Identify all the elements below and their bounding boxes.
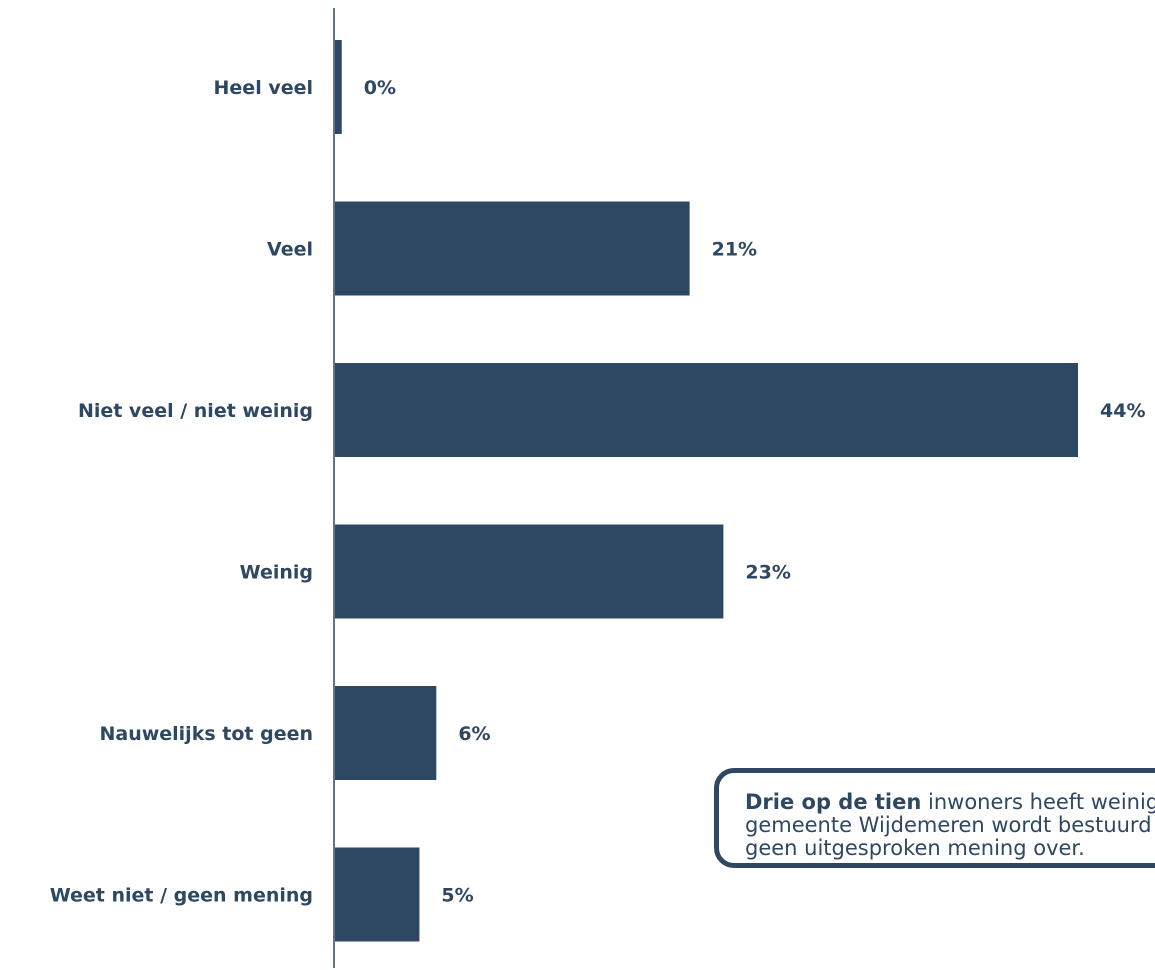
bar-2	[335, 201, 690, 296]
value-label: 5%	[441, 885, 473, 907]
category-label: Veel	[267, 239, 313, 261]
category-label: Heel veel	[214, 77, 313, 99]
bar-6	[335, 847, 420, 942]
category-label: Niet veel / niet weinig	[78, 400, 313, 422]
bar-3	[335, 363, 1078, 457]
value-label: 6%	[458, 723, 490, 745]
category-label: Nauwelijks tot geen	[99, 723, 313, 745]
value-label: 44%	[1100, 400, 1145, 422]
bars-group	[335, 40, 1078, 942]
bar-5	[335, 686, 437, 780]
value-label: 0%	[364, 77, 396, 99]
value-label: 23%	[745, 562, 790, 584]
category-label: Weet niet / geen mening	[50, 885, 313, 907]
value-label: 21%	[712, 239, 757, 261]
labels-group: Heel veel 0% Veel 21% Niet veel / niet weini…	[50, 77, 1146, 907]
bar-1	[335, 40, 342, 134]
bar-4	[335, 524, 724, 619]
category-label: Weinig	[240, 562, 313, 584]
